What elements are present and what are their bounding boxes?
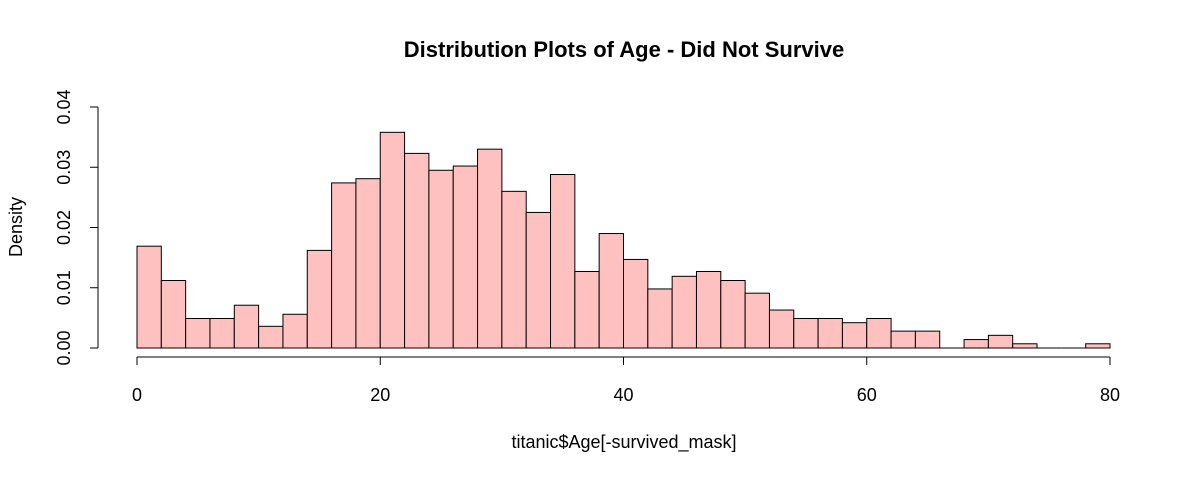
histogram-bar (160, 280, 187, 349)
y-tick-label: 0.02 (54, 210, 74, 245)
histogram-bar (817, 317, 843, 349)
y-tick-label: 0.01 (54, 270, 74, 305)
histogram-bar (1085, 343, 1111, 349)
histogram-bar (841, 322, 868, 349)
histogram-bar (987, 334, 1014, 349)
histogram-bar (525, 211, 552, 349)
x-axis-label: titanic$Age[-survived_mask] (511, 432, 736, 453)
histogram-bar (890, 330, 916, 349)
histogram-bar (598, 233, 624, 349)
histogram-bar (477, 148, 503, 349)
histogram-bar (136, 245, 162, 349)
bars-group (136, 131, 1111, 349)
histogram-bar (185, 317, 211, 349)
histogram-bar (866, 317, 892, 349)
histogram-bar (671, 275, 697, 349)
histogram-bar (574, 270, 600, 349)
histogram-bar (258, 325, 284, 349)
histogram-bar (282, 313, 308, 349)
histogram-bar (355, 178, 381, 349)
x-tick-label: 40 (613, 385, 633, 405)
y-tick-label: 0.04 (54, 89, 74, 124)
histogram-bar (744, 292, 770, 349)
histogram-bar (768, 309, 795, 349)
histogram-bar (1012, 343, 1038, 349)
x-axis: 0 20 40 60 80 (132, 356, 1120, 405)
histogram-bar (793, 317, 819, 349)
x-tick-label: 20 (370, 385, 390, 405)
x-tick-label: 60 (857, 385, 877, 405)
histogram-bar (404, 152, 430, 349)
x-tick-label: 80 (1100, 385, 1120, 405)
chart-title: Distribution Plots of Age - Did Not Surv… (404, 37, 844, 62)
x-tick-label: 0 (132, 385, 142, 405)
histogram-bar (379, 131, 406, 349)
histogram-bar (720, 280, 746, 349)
histogram-bar (428, 169, 454, 349)
histogram-bar (452, 165, 479, 349)
histogram-bar (914, 330, 941, 349)
histogram-bar (306, 249, 333, 349)
histogram-bar (233, 304, 260, 349)
histogram-bar (501, 190, 527, 349)
histogram-bar (623, 258, 649, 349)
histogram-bar (550, 173, 576, 349)
y-axis: 0.00 0.01 0.02 0.03 0.04 (54, 89, 99, 366)
histogram-bar (647, 288, 673, 349)
histogram-bar (695, 270, 722, 349)
y-axis-label: Density (6, 197, 26, 257)
histogram-bar (331, 182, 357, 349)
y-tick-label: 0.03 (54, 150, 74, 185)
histogram-bar (963, 339, 989, 349)
y-tick-label: 0.00 (54, 330, 74, 365)
histogram-bar (209, 317, 235, 349)
